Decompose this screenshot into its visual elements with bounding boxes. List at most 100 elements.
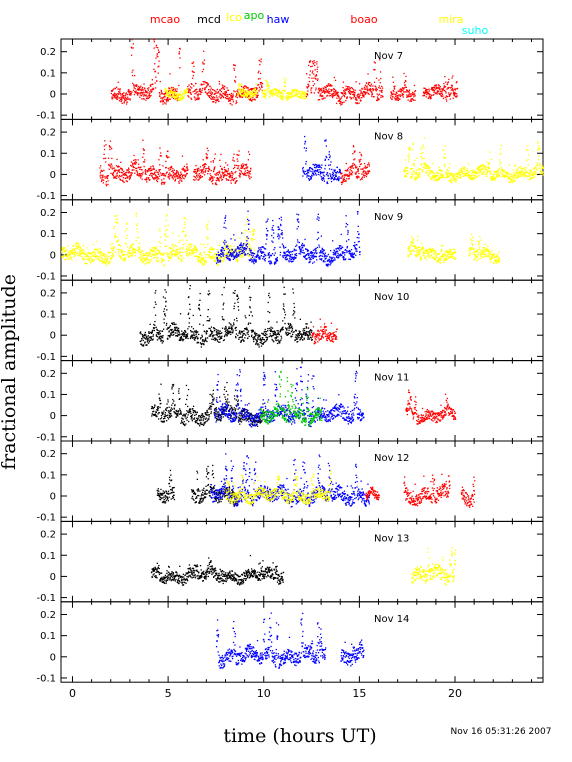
data-point xyxy=(306,93,308,95)
data-point xyxy=(364,84,367,86)
data-point xyxy=(230,238,232,240)
data-point xyxy=(165,101,168,103)
data-point xyxy=(249,251,252,253)
data-point xyxy=(99,254,102,256)
data-point xyxy=(74,253,76,256)
data-point xyxy=(334,171,337,173)
data-point xyxy=(175,173,177,175)
data-point xyxy=(302,95,304,98)
data-point xyxy=(147,261,149,263)
data-point xyxy=(467,174,469,176)
data-point xyxy=(327,175,329,177)
data-point xyxy=(172,243,174,246)
data-point xyxy=(174,178,177,180)
data-point xyxy=(378,93,381,95)
data-point xyxy=(390,97,392,99)
data-point xyxy=(450,84,453,86)
data-point xyxy=(295,93,298,95)
data-point xyxy=(85,262,87,264)
data-point xyxy=(241,92,244,94)
data-point xyxy=(204,88,206,90)
data-point xyxy=(316,68,318,70)
data-point xyxy=(326,182,328,184)
data-point xyxy=(246,169,248,172)
data-point xyxy=(280,94,282,96)
data-point xyxy=(350,98,352,100)
data-point xyxy=(119,178,121,180)
panel-frame xyxy=(60,118,544,201)
data-point xyxy=(211,98,213,100)
data-point xyxy=(207,92,209,94)
data-point xyxy=(248,170,250,172)
data-point xyxy=(366,174,368,176)
data-point xyxy=(136,223,139,225)
data-point xyxy=(486,161,488,163)
data-point xyxy=(279,95,281,97)
data-point xyxy=(110,163,113,165)
data-point xyxy=(363,88,365,90)
data-point xyxy=(140,91,142,93)
data-point xyxy=(164,234,166,236)
data-point xyxy=(323,91,326,93)
data-point xyxy=(206,154,208,156)
data-point xyxy=(318,87,320,89)
data-point xyxy=(370,89,372,91)
data-point xyxy=(419,173,421,175)
data-point xyxy=(514,165,516,167)
data-point xyxy=(151,90,153,92)
data-point xyxy=(316,166,318,168)
data-point xyxy=(244,254,246,256)
data-point xyxy=(127,176,129,178)
data-point xyxy=(334,92,336,94)
data-point xyxy=(74,243,77,245)
data-point xyxy=(103,262,105,264)
data-point xyxy=(303,92,305,95)
data-point xyxy=(138,249,140,251)
data-point xyxy=(541,165,544,167)
data-point xyxy=(156,181,159,183)
data-point xyxy=(122,179,124,181)
data-point xyxy=(435,87,438,89)
data-point xyxy=(145,257,147,259)
data-point xyxy=(346,174,348,176)
data-point xyxy=(439,86,441,88)
data-point xyxy=(145,99,147,101)
data-point xyxy=(234,81,237,83)
data-point xyxy=(283,77,285,79)
data-point xyxy=(64,247,66,249)
data-point xyxy=(350,97,353,99)
data-point xyxy=(117,81,119,83)
data-point xyxy=(97,259,100,261)
data-point xyxy=(215,262,218,264)
data-point xyxy=(246,243,249,245)
data-point xyxy=(381,95,383,97)
data-point xyxy=(330,161,332,163)
y-tick-label: 0.1 xyxy=(40,149,56,160)
data-point xyxy=(210,94,212,96)
data-point xyxy=(239,92,241,94)
data-point xyxy=(170,90,172,93)
data-point xyxy=(499,159,501,161)
data-point xyxy=(256,256,258,258)
data-point xyxy=(241,172,244,175)
data-point xyxy=(467,175,469,177)
data-point xyxy=(277,96,280,98)
chart-panels: -0.100.10.2 Nov 7-0.100.10.2 Nov 8-0.100.1… xyxy=(36,38,545,684)
data-point xyxy=(209,256,211,258)
data-point xyxy=(257,94,259,96)
data-point xyxy=(174,88,176,90)
data-point xyxy=(246,86,248,89)
data-point xyxy=(199,256,201,258)
data-point xyxy=(81,251,83,253)
data-point xyxy=(282,95,284,97)
data-point xyxy=(135,240,137,242)
data-point xyxy=(413,170,415,172)
data-point xyxy=(247,159,249,161)
data-point xyxy=(434,85,436,87)
data-point xyxy=(532,173,534,175)
data-point xyxy=(245,92,247,94)
data-point xyxy=(198,97,200,99)
data-point xyxy=(171,89,173,91)
data-point xyxy=(515,164,517,166)
data-point xyxy=(395,95,397,97)
